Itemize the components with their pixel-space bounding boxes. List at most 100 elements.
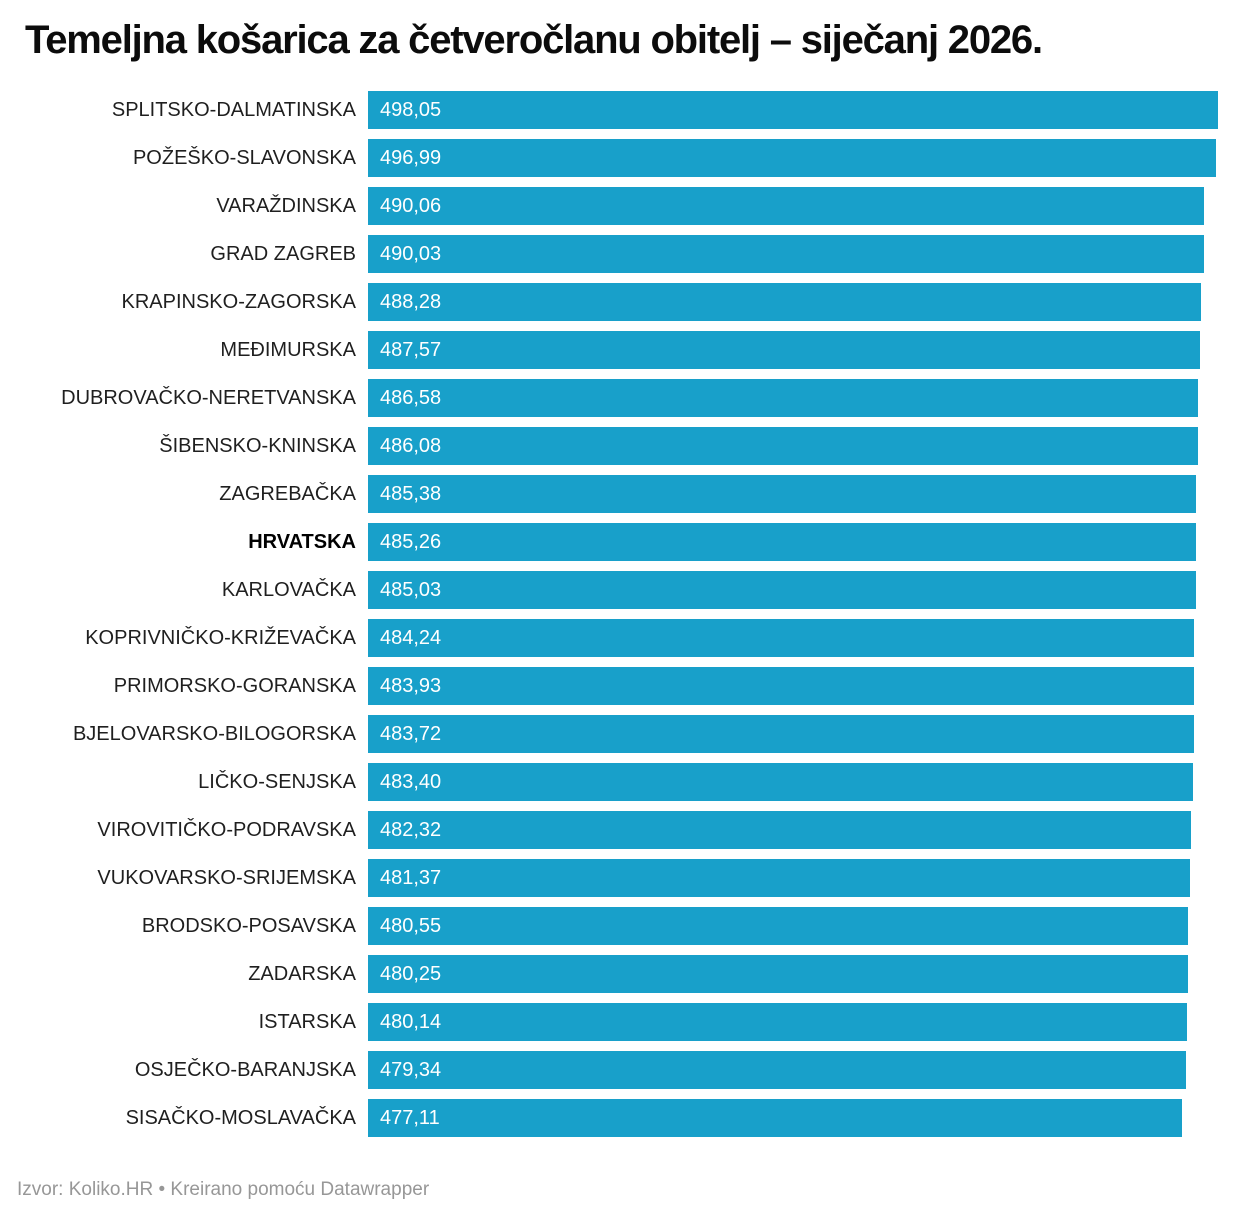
category-label: KRAPINSKO-ZAGORSKA: [121, 291, 357, 313]
bar-track: 498,05: [368, 91, 1218, 129]
category-label: GRAD ZAGREB: [210, 243, 356, 265]
bar-track: 483,72: [368, 715, 1218, 753]
bar: 485,26: [368, 523, 1197, 561]
category-label: MEĐIMURSKA: [220, 339, 356, 361]
bar-track: 486,08: [368, 427, 1218, 465]
bar-row: KARLOVAČKA 485,03: [0, 571, 1218, 609]
bar-row: SPLITSKO-DALMATINSKA 498,05: [0, 91, 1218, 129]
category-label: VIROVITIČKO-PODRAVSKA: [97, 819, 356, 841]
bar: 487,57: [368, 331, 1201, 369]
bar-track: 483,40: [368, 763, 1218, 801]
bar: 480,14: [368, 1003, 1188, 1041]
category-label: VUKOVARSKO-SRIJEMSKA: [97, 867, 356, 889]
bar: 490,06: [368, 187, 1205, 225]
bar-track: 483,93: [368, 667, 1218, 705]
category-label: POŽEŠKO-SLAVONSKA: [132, 147, 356, 169]
bar-track: 480,14: [368, 1003, 1218, 1041]
bar-track: 485,03: [368, 571, 1218, 609]
bar-row: ŠIBENSKO-KNINSKA 486,08: [0, 427, 1218, 465]
bar-row: PRIMORSKO-GORANSKA 483,93: [0, 667, 1218, 705]
bar: 484,24: [368, 619, 1195, 657]
value-label: 480,25: [380, 963, 442, 985]
bar-row: KOPRIVNIČKO-KRIŽEVAČKA 484,24: [0, 619, 1218, 657]
category-label: BRODSKO-POSAVSKA: [141, 915, 356, 937]
category-label: BJELOVARSKO-BILOGORSKA: [72, 723, 356, 745]
bar: 477,11: [368, 1099, 1183, 1137]
bar-row: BRODSKO-POSAVSKA 480,55: [0, 907, 1218, 945]
bar-row: ZAGREBAČKA 485,38: [0, 475, 1218, 513]
bar: 486,58: [368, 379, 1199, 417]
value-label: 483,93: [380, 675, 442, 697]
bar-row: HRVATSKA 485,26: [0, 523, 1218, 561]
category-label: LIČKO-SENJSKA: [198, 771, 356, 793]
category-label: SISAČKO-MOSLAVAČKA: [125, 1107, 356, 1129]
bar-track: 490,06: [368, 187, 1218, 225]
bar-track: 496,99: [368, 139, 1218, 177]
bar-track: 485,26: [368, 523, 1218, 561]
bar-row: VARAŽDINSKA 490,06: [0, 187, 1218, 225]
bar: 479,34: [368, 1051, 1187, 1089]
bar: 496,99: [368, 139, 1217, 177]
value-label: 490,03: [380, 243, 442, 265]
bar: 490,03: [368, 235, 1205, 273]
value-label: 486,58: [380, 387, 442, 409]
category-label: ZADARSKA: [248, 963, 356, 985]
value-label: 484,24: [380, 627, 442, 649]
value-label: 496,99: [380, 147, 442, 169]
bar-track: 488,28: [368, 283, 1218, 321]
bar-track: 481,37: [368, 859, 1218, 897]
category-label: DUBROVAČKO-NERETVANSKA: [61, 387, 356, 409]
value-label: 477,11: [380, 1107, 440, 1129]
bar: 498,05: [368, 91, 1218, 129]
category-label: ŠIBENSKO-KNINSKA: [159, 435, 356, 457]
bar-track: 480,25: [368, 955, 1218, 993]
value-label: 487,57: [380, 339, 442, 361]
value-label: 490,06: [380, 195, 442, 217]
bar-track: 484,24: [368, 619, 1218, 657]
bar: 480,25: [368, 955, 1188, 993]
bar-row: ISTARSKA 480,14: [0, 1003, 1218, 1041]
bar-row: SISAČKO-MOSLAVAČKA 477,11: [0, 1099, 1218, 1137]
bar-row: MEĐIMURSKA 487,57: [0, 331, 1218, 369]
value-label: 483,72: [380, 723, 442, 745]
bar-track: 490,03: [368, 235, 1218, 273]
value-label: 480,14: [380, 1011, 442, 1033]
category-label: KOPRIVNIČKO-KRIŽEVAČKA: [85, 627, 356, 649]
value-label: 483,40: [380, 771, 442, 793]
category-label: HRVATSKA: [248, 531, 356, 553]
value-label: 488,28: [380, 291, 442, 313]
bar: 488,28: [368, 283, 1202, 321]
bar: 486,08: [368, 427, 1198, 465]
bar-track: 482,32: [368, 811, 1218, 849]
bar-track: 480,55: [368, 907, 1218, 945]
bar: 483,40: [368, 763, 1193, 801]
value-label: 479,34: [380, 1059, 442, 1081]
bar-row: OSJEČKO-BARANJSKA 479,34: [0, 1051, 1218, 1089]
bar: 485,38: [368, 475, 1197, 513]
category-label: SPLITSKO-DALMATINSKA: [111, 99, 356, 121]
bar: 485,03: [368, 571, 1196, 609]
bar-row: LIČKO-SENJSKA 483,40: [0, 763, 1218, 801]
category-label: ZAGREBAČKA: [219, 483, 356, 505]
category-label: VARAŽDINSKA: [216, 195, 356, 217]
bar: 483,93: [368, 667, 1194, 705]
bar-row: VIROVITIČKO-PODRAVSKA 482,32: [0, 811, 1218, 849]
bar-row: VUKOVARSKO-SRIJEMSKA 481,37: [0, 859, 1218, 897]
chart-title: Temeljna košarica za četveročlanu obitel…: [25, 18, 1043, 62]
value-label: 481,37: [380, 867, 442, 889]
bar-row: KRAPINSKO-ZAGORSKA 488,28: [0, 283, 1218, 321]
bar-row: BJELOVARSKO-BILOGORSKA 483,72: [0, 715, 1218, 753]
value-label: 485,38: [380, 483, 442, 505]
bar-row: GRAD ZAGREB 490,03: [0, 235, 1218, 273]
bar-row: DUBROVAČKO-NERETVANSKA 486,58: [0, 379, 1218, 417]
bar-track: 477,11: [368, 1099, 1218, 1137]
bar-track: 486,58: [368, 379, 1218, 417]
bar: 481,37: [368, 859, 1190, 897]
value-label: 485,03: [380, 579, 442, 601]
value-label: 486,08: [380, 435, 442, 457]
bar: 483,72: [368, 715, 1194, 753]
bar: 482,32: [368, 811, 1192, 849]
bar: 480,55: [368, 907, 1189, 945]
bar-row: ZADARSKA 480,25: [0, 955, 1218, 993]
